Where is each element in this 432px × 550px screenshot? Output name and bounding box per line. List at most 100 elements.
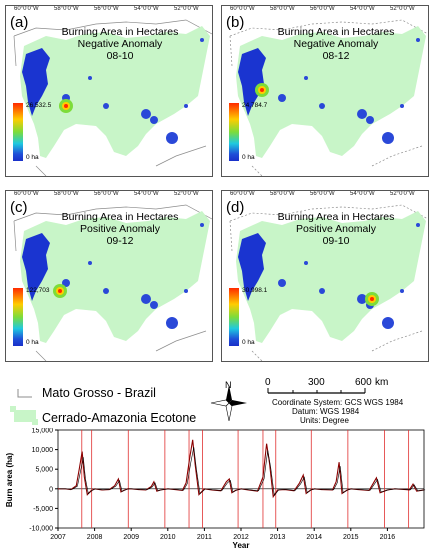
legend-ecotone: Cerrado-Amazonia Ecotone: [42, 411, 197, 425]
x-tick-label: 2009: [123, 534, 139, 541]
coord-tick-top: 52°0'0"W: [390, 6, 415, 12]
color-scale-min: 0 ha: [26, 154, 39, 161]
panel-title-line-3: 08-12: [322, 50, 350, 62]
color-scale-bar: [13, 288, 23, 346]
color-scale-bar: [229, 288, 239, 346]
y-tick-label: 5,000: [35, 467, 53, 474]
panel-label: (b): [226, 14, 245, 31]
map-canvas: [229, 204, 428, 361]
burn-spot: [400, 289, 404, 293]
burn-spot: [200, 223, 204, 227]
burn-spot: [357, 109, 367, 119]
x-tick-label: 2011: [197, 534, 212, 541]
coord-tick-top: 58°0'0"W: [270, 191, 295, 197]
burn-spot: [103, 103, 109, 109]
color-scale-bar: [229, 103, 239, 161]
coord-tick-top: 60°0'0"W: [230, 6, 255, 12]
coord-tick-top: 56°0'0"W: [310, 191, 335, 197]
coord-tick-left: 14°0'0"S: [6, 129, 7, 152]
scale-bar: [267, 388, 366, 394]
coord-tick-top: 58°0'0"W: [270, 6, 295, 12]
burn-spot: [319, 103, 325, 109]
coord-tick-left: 12°0'0"S: [222, 101, 223, 124]
coord-tick-left: 14°0'0"S: [222, 314, 223, 337]
burn-region-west: [238, 48, 266, 116]
map-canvas: [229, 19, 428, 176]
coord-tick-left: 14°0'0"S: [6, 314, 7, 337]
coord-tick-top: 54°0'0"W: [134, 6, 159, 12]
coord-tick-top: 56°0'0"W: [94, 6, 119, 12]
panel-title-line-2: Positive Anomaly: [296, 223, 376, 235]
burn-spot: [184, 289, 188, 293]
y-tick-label: -5,000: [33, 506, 53, 513]
y-tick-label: 15,000: [32, 428, 54, 435]
coord-tick-left: 12°0'0"S: [222, 286, 223, 309]
scale-unit: km: [375, 377, 389, 388]
coord-tick-top: 54°0'0"W: [134, 191, 159, 197]
burn-spot: [141, 109, 151, 119]
burn-spot: [366, 116, 374, 124]
x-tick-label: 2015: [343, 534, 359, 541]
scale-label-0: 0: [265, 377, 271, 388]
panel-title-line-1: Burning Area in Hectares: [61, 211, 179, 223]
burn-spot: [184, 104, 188, 108]
coord-tick-left: 10°0'0"S: [222, 258, 223, 281]
color-scale-min: 0 ha: [242, 339, 255, 346]
color-scale-max: 24,784.7: [242, 102, 268, 109]
burn-spot: [88, 261, 92, 265]
panel-title-line-3: 08-10: [106, 50, 134, 62]
coord-tick-left: 16°0'0"S: [6, 342, 7, 361]
map-panel-a: (a) Burning Area in Hectares Negative Anom…: [5, 5, 213, 177]
burn-spot: [304, 261, 308, 265]
x-tick-label: 2008: [87, 534, 103, 541]
state-boundary: [13, 204, 212, 361]
color-scale-max: 122,703: [26, 287, 50, 294]
burn-spot: [200, 38, 204, 42]
map-canvas: [13, 19, 212, 176]
y-tick-label: -10,000: [29, 526, 53, 533]
coord-tick-left: 16°0'0"S: [222, 342, 223, 361]
burn-spot: [319, 288, 325, 294]
color-scale-bar: [13, 103, 23, 161]
burn-spot: [278, 94, 286, 102]
panel-title-line-3: 09-10: [322, 235, 350, 247]
burn-spot: [150, 116, 158, 124]
coord-tick-top: 56°0'0"W: [310, 6, 335, 12]
panel-label: (a): [10, 14, 29, 31]
hotspot-core: [260, 88, 264, 92]
burn-spot: [416, 223, 420, 227]
north-arrow-icon: [210, 385, 247, 422]
ecotone-region: [20, 26, 210, 158]
x-axis-label: Year: [233, 541, 250, 550]
burn-spot: [141, 294, 151, 304]
coord-tick-left: 12°0'0"S: [6, 286, 7, 309]
panel-title-line-1: Burning Area in Hectares: [277, 211, 395, 223]
coord-tick-left: 10°0'0"S: [6, 73, 7, 96]
x-tick-label: 2014: [306, 534, 322, 541]
panel-title-line-2: Positive Anomaly: [80, 223, 160, 235]
scale-label-300: 300: [308, 377, 325, 388]
y-axis-label: Burn area (ha): [5, 453, 14, 508]
x-tick-label: 2016: [380, 534, 396, 541]
coord-tick-top: 56°0'0"W: [94, 191, 119, 197]
legend-mato-grosso: Mato Grosso - Brazil: [42, 386, 156, 400]
coord-tick-left: 10°0'0"S: [6, 258, 7, 281]
coord-tick-top: 52°0'0"W: [174, 6, 199, 12]
coord-tick-top: 60°0'0"W: [14, 6, 39, 12]
color-scale-max: 30,998.1: [242, 287, 268, 294]
north-label: N: [225, 380, 232, 390]
burn-spot: [400, 104, 404, 108]
hotspot-core: [64, 104, 68, 108]
burn-spot: [150, 301, 158, 309]
burn-spot: [278, 279, 286, 287]
panel-title-line-2: Negative Anomaly: [77, 38, 163, 50]
coord-system: Coordinate System: GCS WGS 1984: [272, 398, 404, 407]
coord-tick-top: 60°0'0"W: [14, 191, 39, 197]
coord-tick-top: 54°0'0"W: [350, 191, 375, 197]
burn-spot: [357, 294, 367, 304]
coord-tick-top: 54°0'0"W: [350, 6, 375, 12]
ecotone-region: [236, 26, 426, 158]
burn-spot: [103, 288, 109, 294]
coord-tick-left: 14°0'0"S: [222, 129, 223, 152]
